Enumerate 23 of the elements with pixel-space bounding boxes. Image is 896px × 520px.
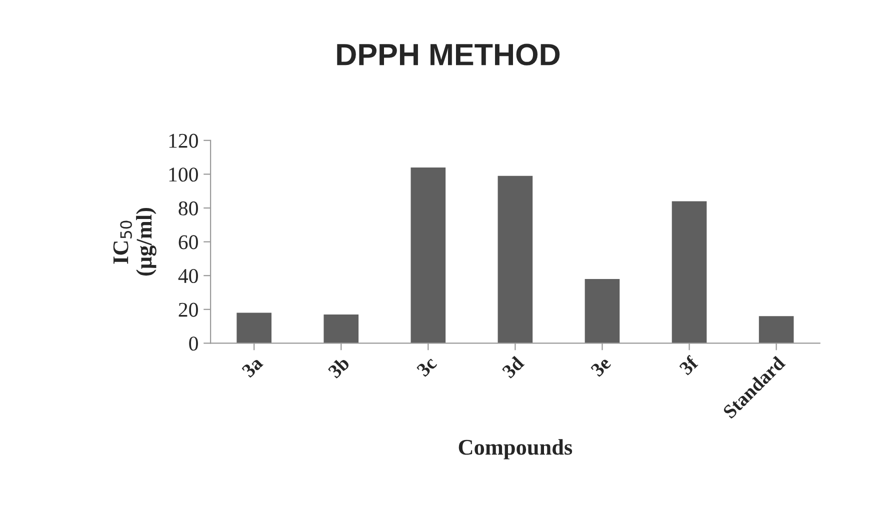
y-tick-label: 120 — [169, 134, 198, 148]
y-tick-label: 100 — [169, 168, 198, 182]
bar — [758, 316, 794, 344]
x-tick-label: 3f — [678, 354, 700, 376]
x-tick-label: 3e — [590, 356, 612, 378]
bar — [584, 278, 620, 344]
x-tick-label: 3c — [416, 356, 438, 378]
y-tick-label: 40 — [178, 268, 198, 284]
y-tick-label: 80 — [178, 201, 198, 216]
bar — [410, 167, 446, 344]
x-tick-label: 3b — [327, 356, 350, 379]
bar — [236, 312, 272, 344]
x-axis-title: Compounds — [458, 439, 572, 460]
bar — [672, 201, 707, 344]
x-tick-label: 3d — [501, 355, 525, 379]
bar — [498, 176, 533, 344]
y-axis-title: IC$_{50}$ (µg/ml) — [113, 208, 156, 276]
bar — [324, 314, 359, 344]
x-tick-label: 3a — [241, 356, 264, 378]
y-tick-label: 20 — [178, 302, 198, 317]
y-tick-label: 60 — [178, 235, 198, 250]
y-tick-label: 0 — [189, 336, 198, 351]
chart-title: DPPH METHOD — [337, 44, 560, 66]
